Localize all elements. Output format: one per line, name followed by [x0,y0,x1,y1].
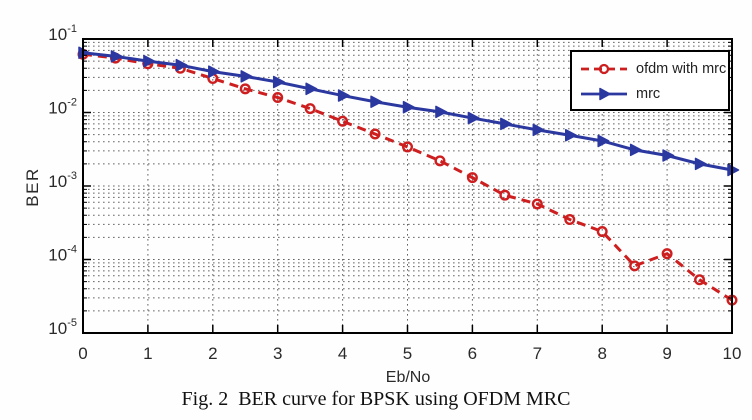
triangle-line-icon [580,86,628,102]
y-axis-title: BER [23,167,42,207]
legend-label: ofdm with mrc [636,60,727,77]
svg-text:10-5: 10-5 [48,317,77,338]
legend-label: mrc [636,86,661,103]
legend-item-mrc: mrc [580,82,722,108]
dashed-circle-line-icon [580,61,628,77]
svg-text:7: 7 [533,344,542,363]
svg-text:10-4: 10-4 [48,244,77,265]
svg-text:3: 3 [273,344,282,363]
svg-text:1: 1 [143,344,152,363]
svg-text:10: 10 [723,344,742,363]
svg-text:6: 6 [468,344,477,363]
svg-text:9: 9 [662,344,671,363]
svg-text:10-1: 10-1 [48,23,77,44]
svg-text:10-3: 10-3 [48,170,77,191]
axes [82,38,733,334]
series-mrc [78,46,740,177]
legend: ofdm with mrc mrc [570,50,730,111]
svg-text:4: 4 [338,344,347,363]
svg-text:8: 8 [597,344,606,363]
tick-labels: 0 1 2 3 4 5 6 7 8 9 10 10-1 10-2 10-3 10-4 10-5 [48,23,741,363]
x-axis-title: Eb/No [385,369,431,386]
figure-caption: Fig. 2 BER curve for BPSK using OFDM MRC [181,388,571,410]
svg-text:10-2: 10-2 [48,97,77,118]
legend-item-ofdm-with-mrc: ofdm with mrc [580,56,726,82]
svg-text:2: 2 [208,344,217,363]
svg-text:5: 5 [403,344,412,363]
svg-text:0: 0 [78,344,87,363]
